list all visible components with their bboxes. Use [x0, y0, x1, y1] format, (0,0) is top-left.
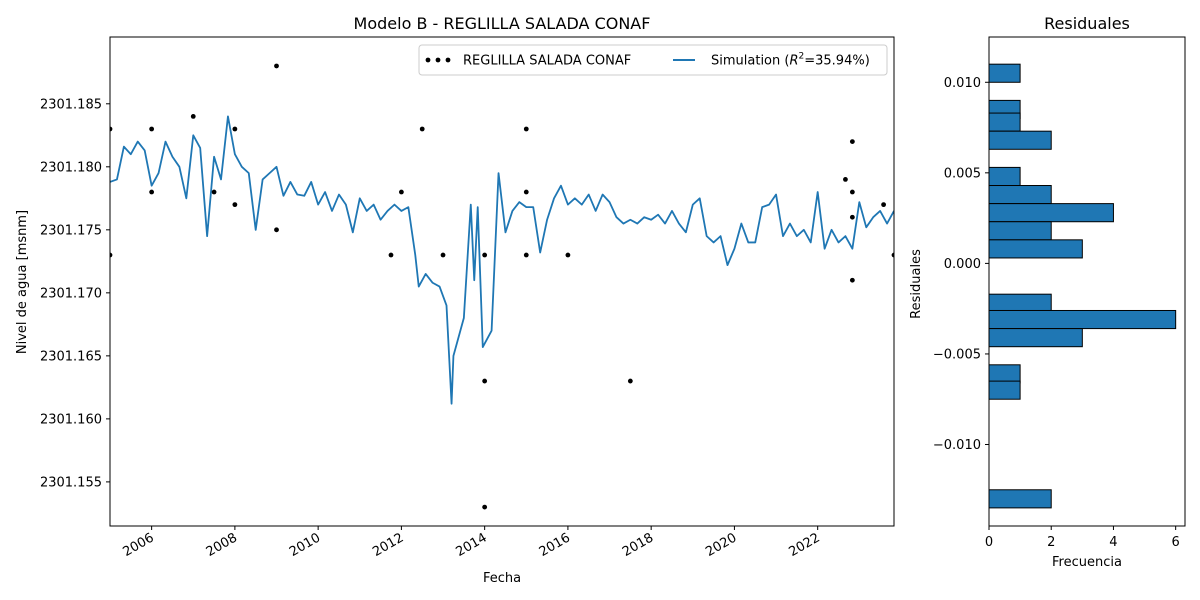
observation-point — [388, 252, 394, 258]
x-tick-label: 2 — [1047, 535, 1055, 550]
y-tick-label: 2301.185 — [40, 97, 102, 112]
residuals-y-ticks: 0.010 0.005 0.000 −0.005 −0.010 — [933, 76, 989, 453]
x-tick-label: 2016 — [537, 530, 573, 560]
legend-dot-marker — [425, 57, 431, 63]
legend-label-observations: REGLILLA SALADA CONAF — [463, 54, 631, 69]
histogram-bar — [988, 239, 1083, 259]
histogram-bar — [988, 112, 1021, 132]
observation-point — [565, 252, 571, 258]
legend-dot-marker — [445, 57, 451, 63]
observation-point — [149, 126, 155, 132]
main-y-axis-label: Nivel de agua [msnm] — [15, 210, 30, 354]
y-tick-label: 2301.155 — [40, 475, 102, 490]
residuals-x-axis-label: Frecuencia — [1052, 555, 1122, 570]
x-tick-label: 2018 — [620, 530, 656, 560]
y-tick-label: −0.005 — [933, 347, 981, 362]
residuals-plot-area — [988, 63, 1177, 509]
y-tick-label: 2301.165 — [40, 349, 102, 364]
main-y-ticks: 2301.155 2301.160 2301.165 2301.170 2301.175… — [40, 97, 110, 490]
legend-entry-observations: REGLILLA SALADA CONAF — [425, 54, 631, 69]
x-tick-label: 2006 — [120, 530, 156, 560]
observation-point — [523, 189, 529, 195]
histogram-bar — [988, 293, 1052, 313]
y-tick-label: −0.010 — [933, 438, 981, 453]
x-tick-label: 4 — [1109, 535, 1117, 550]
histogram-bar — [988, 380, 1021, 400]
residuals-chart: Residuales 0 2 4 6 0.010 0.005 0.000 −0.005 −0.… — [909, 14, 1186, 570]
observation-point — [399, 189, 404, 195]
legend: REGLILLA SALADA CONAF Simulation (R2=35.… — [418, 44, 888, 76]
x-tick-label: 2020 — [703, 530, 739, 560]
observation-point — [211, 189, 217, 195]
legend-label-simulation: Simulation (R2=35.94%) — [711, 52, 870, 69]
main-chart-title: Modelo B - REGLILLA SALADA CONAF — [354, 14, 651, 33]
observation-point — [881, 202, 886, 208]
observation-point — [232, 126, 238, 132]
y-tick-label: 0.005 — [944, 166, 981, 181]
residuals-chart-title: Residuales — [1044, 14, 1130, 33]
simulation-line — [110, 115, 894, 405]
observation-point — [849, 277, 855, 283]
observation-point — [849, 139, 855, 145]
legend-label-simulation-prefix: Simulation ( — [711, 54, 789, 69]
observation-point — [482, 504, 488, 510]
histogram-bar — [988, 328, 1083, 348]
observation-point — [849, 189, 855, 195]
histogram-bar — [988, 489, 1052, 509]
main-x-ticks: 2006 2008 2010 2012 2014 2016 2018 2020 2022 — [120, 526, 823, 560]
observation-point — [482, 252, 488, 258]
y-tick-label: 2301.180 — [40, 160, 102, 175]
observation-point — [523, 252, 529, 258]
histogram-bar — [988, 364, 1021, 384]
y-tick-label: 0.010 — [944, 76, 981, 91]
observation-point — [274, 227, 279, 233]
observation-point — [843, 177, 848, 182]
observation-point — [274, 63, 279, 69]
histogram-bar — [988, 166, 1021, 187]
observation-point — [627, 378, 633, 384]
observation-point — [110, 126, 113, 132]
histogram-bar — [988, 185, 1052, 205]
histogram-bar — [988, 63, 1021, 83]
observation-point — [149, 189, 155, 195]
observation-point — [440, 252, 446, 258]
observation-point — [190, 114, 196, 119]
x-tick-label: 2022 — [787, 530, 823, 560]
histogram-bar — [988, 309, 1177, 330]
x-tick-label: 0 — [985, 535, 993, 550]
observation-point — [891, 252, 894, 258]
x-tick-label: 6 — [1172, 535, 1180, 550]
legend-entry-simulation: Simulation (R2=35.94%) — [673, 52, 870, 69]
observation-point — [482, 378, 488, 384]
y-tick-label: 0.000 — [944, 257, 981, 272]
y-tick-label: 2301.175 — [40, 223, 102, 238]
observation-point — [849, 214, 855, 220]
main-axes-frame — [109, 36, 895, 527]
legend-box — [418, 44, 888, 76]
residuals-axes-frame — [988, 36, 1186, 527]
observation-point — [523, 126, 529, 132]
histogram-bar — [988, 203, 1114, 223]
observation-point — [419, 126, 425, 132]
histogram-bar — [988, 130, 1052, 150]
residuals-x-ticks: 0 2 4 6 — [985, 526, 1180, 550]
y-tick-label: 2301.170 — [40, 286, 102, 301]
x-tick-label: 2014 — [453, 530, 489, 560]
main-plot-area — [110, 63, 894, 510]
x-tick-label: 2008 — [204, 530, 240, 560]
legend-label-simulation-suffix: =35.94%) — [804, 54, 870, 69]
x-tick-label: 2012 — [370, 530, 406, 560]
main-x-axis-label: Fecha — [483, 571, 521, 586]
residuals-y-axis-label: Residuales — [909, 249, 924, 319]
x-tick-label: 2010 — [287, 530, 323, 560]
main-chart: Modelo B - REGLILLA SALADA CONAF 2006 200… — [15, 14, 895, 586]
observation-point — [110, 252, 113, 258]
legend-dot-marker — [435, 57, 441, 63]
y-tick-label: 2301.160 — [40, 412, 102, 427]
observation-point — [232, 202, 238, 208]
legend-label-simulation-sup: 2 — [799, 52, 805, 62]
legend-label-simulation-math: R — [789, 54, 798, 69]
histogram-bar — [988, 221, 1052, 241]
